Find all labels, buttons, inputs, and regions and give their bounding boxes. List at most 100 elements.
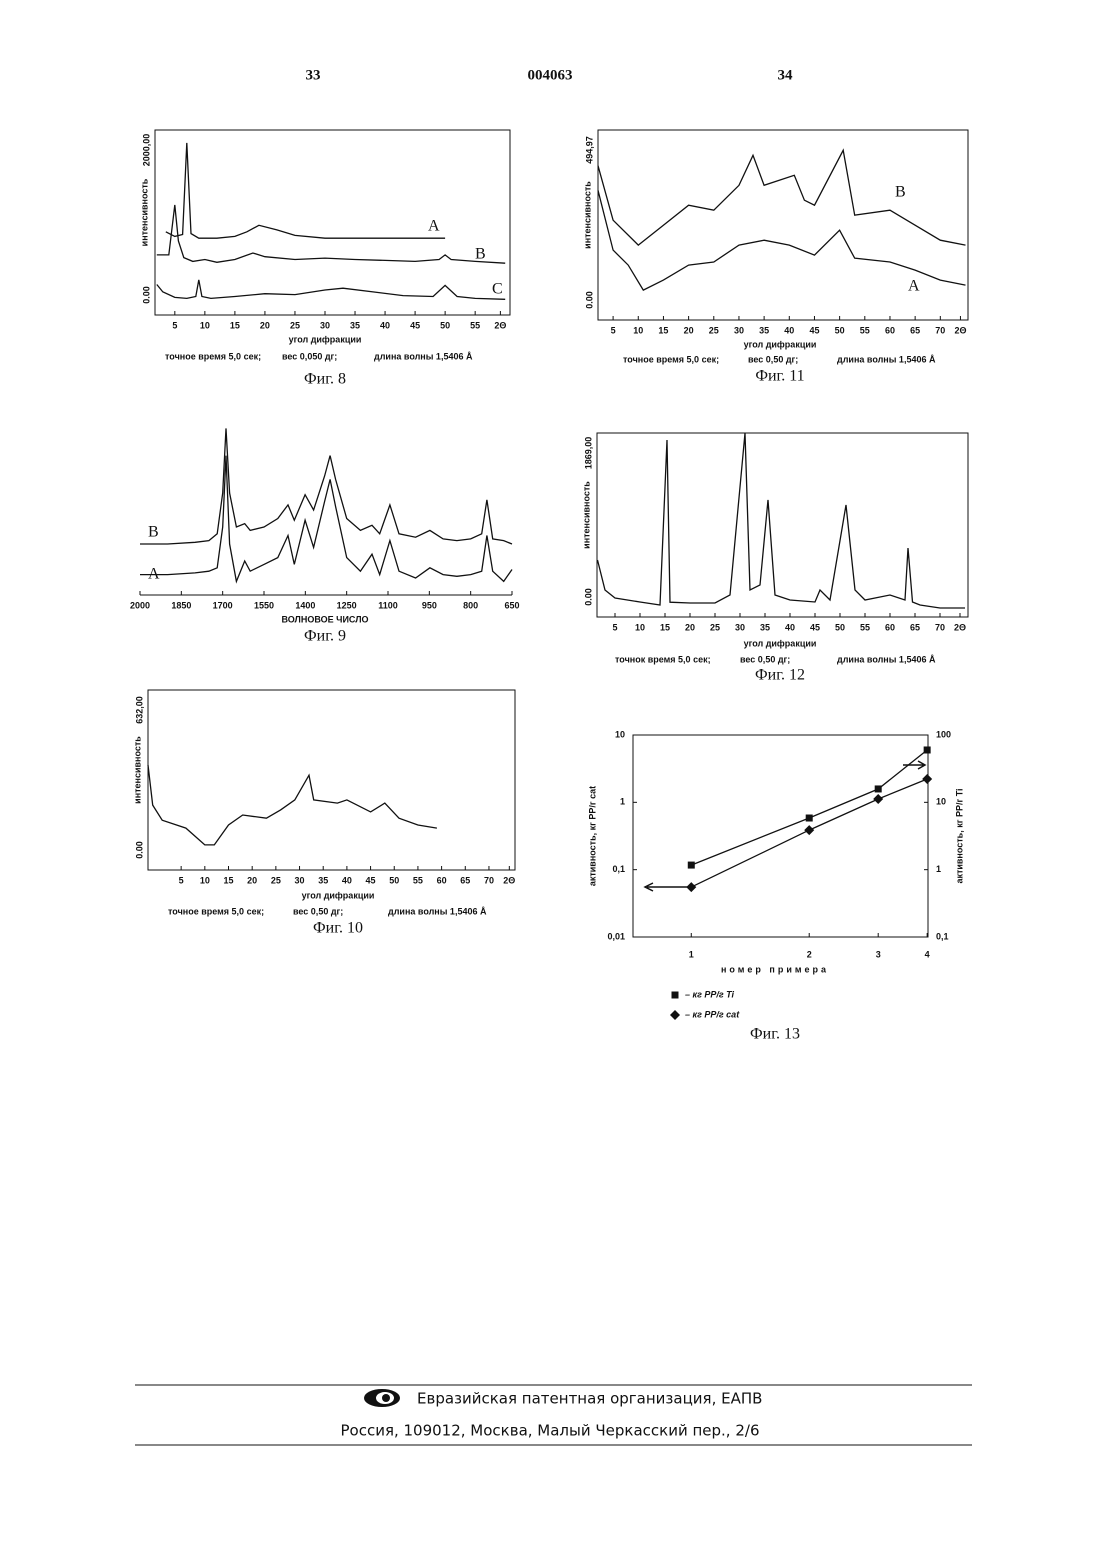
y-axis-label: интенсивность xyxy=(581,481,591,549)
legend-label: – кг PP/г cat xyxy=(685,1009,740,1019)
x-tick-label: 65 xyxy=(910,325,920,335)
x-tick-label: 800 xyxy=(463,600,478,610)
note: вес 0,050 дг; xyxy=(282,351,337,361)
y-tick-label: 10 xyxy=(936,797,946,807)
x-tick-label: 3 xyxy=(876,949,881,959)
y2-axis-label: активность, кг PP/г Ti xyxy=(954,788,964,883)
axis-arrow xyxy=(645,883,691,891)
note: длина волны 1,5406 Å xyxy=(837,654,936,664)
x-tick-label: 45 xyxy=(810,622,820,632)
x-tick-label: 650 xyxy=(504,600,519,610)
note: точное время 5,0 сек; xyxy=(168,906,264,916)
page: 33 004063 34 Евразийская патентная орган… xyxy=(0,0,1100,1556)
x-tick-label: 30 xyxy=(320,320,330,330)
x-tick-label: 20 xyxy=(684,325,694,335)
x-tick-label: 2Θ xyxy=(503,875,515,885)
x-axis-label: угол дифракции xyxy=(289,334,362,344)
marker xyxy=(924,746,931,753)
note: вес 0,50 дг; xyxy=(748,354,798,364)
x-tick-label: 20 xyxy=(247,875,257,885)
x-tick-label: 2Θ xyxy=(954,325,966,335)
x-tick-label: 10 xyxy=(200,875,210,885)
note: точное время 5,0 сек; xyxy=(623,354,719,364)
y-tick-label: 1869,00 xyxy=(583,437,593,470)
logo xyxy=(364,1389,400,1407)
chart: 5101520253035404550556065702Θ0.001869,00… xyxy=(581,433,968,684)
x-tick-label: 5 xyxy=(612,622,617,632)
x-tick-label: 35 xyxy=(350,320,360,330)
series-label: A xyxy=(428,218,440,235)
legend-label: – кг PP/г Ti xyxy=(685,989,735,999)
note: точнок время 5,0 сек; xyxy=(615,654,711,664)
x-tick-label: 950 xyxy=(422,600,437,610)
plot-frame xyxy=(155,130,510,315)
footer-organization: Евразийская патентная организация, ЕАПВ xyxy=(417,1390,762,1408)
x-tick-label: 25 xyxy=(710,622,720,632)
x-tick-label: 30 xyxy=(295,875,305,885)
x-tick-label: 1100 xyxy=(378,600,398,610)
x-tick-label: 45 xyxy=(809,325,819,335)
y-tick-label: 0.00 xyxy=(584,291,594,309)
series-label: C xyxy=(492,281,503,298)
series-line xyxy=(598,150,966,245)
y-tick-label: 0.00 xyxy=(134,841,144,859)
x-tick-label: 1550 xyxy=(254,600,274,610)
note: длина волны 1,5406 Å xyxy=(374,351,473,361)
marker xyxy=(873,794,883,804)
y-tick-label: 100 xyxy=(936,729,951,739)
x-tick-label: 5 xyxy=(179,875,184,885)
chart: 5101520253035404550552Θ0.002000,00интенс… xyxy=(139,130,510,388)
x-tick-label: 15 xyxy=(660,622,670,632)
x-tick-label: 10 xyxy=(635,622,645,632)
y-axis-label: активность, кг PP/г cat xyxy=(587,786,597,886)
chart: 5101520253035404550556065702Θ0.00632,00и… xyxy=(132,690,515,937)
series-label: B xyxy=(475,246,486,263)
caption: Фиг. 8 xyxy=(304,371,346,388)
caption: Фиг. 10 xyxy=(313,920,363,937)
note: длина волны 1,5406 Å xyxy=(837,354,936,364)
series-line xyxy=(148,765,437,845)
marker xyxy=(688,862,695,869)
x-tick-label: 10 xyxy=(633,325,643,335)
y-tick-label: 0.00 xyxy=(141,286,151,304)
y-tick-label: 1 xyxy=(936,864,941,874)
x-tick-label: 20 xyxy=(260,320,270,330)
series-line xyxy=(140,428,512,544)
x-tick-label: 10 xyxy=(200,320,210,330)
footer-address: Россия, 109012, Москва, Малый Черкасский… xyxy=(340,1422,759,1440)
y-tick-label: 494,97 xyxy=(584,136,594,164)
x-tick-label: 65 xyxy=(910,622,920,632)
x-tick-label: 15 xyxy=(223,875,233,885)
x-axis-label: номер примера xyxy=(721,964,829,974)
x-tick-label: 55 xyxy=(470,320,480,330)
x-axis-label: угол дифракции xyxy=(744,339,817,349)
caption: Фиг. 9 xyxy=(304,628,346,645)
chart: 2000185017001550140012501100950800650ВОЛ… xyxy=(130,428,520,644)
series-line xyxy=(157,280,505,299)
x-tick-label: 45 xyxy=(366,875,376,885)
x-tick-label: 40 xyxy=(342,875,352,885)
series-line xyxy=(598,433,966,608)
x-tick-label: 35 xyxy=(760,622,770,632)
series-line xyxy=(598,190,966,290)
marker xyxy=(875,785,882,792)
x-tick-label: 50 xyxy=(835,325,845,335)
marker xyxy=(804,825,814,835)
series-line xyxy=(157,205,505,263)
x-tick-label: 30 xyxy=(735,622,745,632)
x-tick-label: 70 xyxy=(935,622,945,632)
x-tick-label: 55 xyxy=(860,622,870,632)
x-axis-label: угол дифракции xyxy=(744,638,817,648)
y-tick-label: 2000,00 xyxy=(141,134,151,167)
y-tick-label: 10 xyxy=(615,729,625,739)
y-axis-label: интенсивность xyxy=(582,181,592,249)
note: точное время 5,0 сек; xyxy=(165,351,261,361)
series-line xyxy=(691,750,927,865)
series-line xyxy=(166,143,445,238)
marker xyxy=(806,815,813,822)
y-tick-label: 1 xyxy=(620,797,625,807)
chart: 5101520253035404550556065702Θ0.00494,97и… xyxy=(582,130,968,385)
caption: Фиг. 13 xyxy=(750,1026,800,1043)
plot-frame xyxy=(633,735,928,937)
y-axis-label: интенсивность xyxy=(139,178,149,246)
